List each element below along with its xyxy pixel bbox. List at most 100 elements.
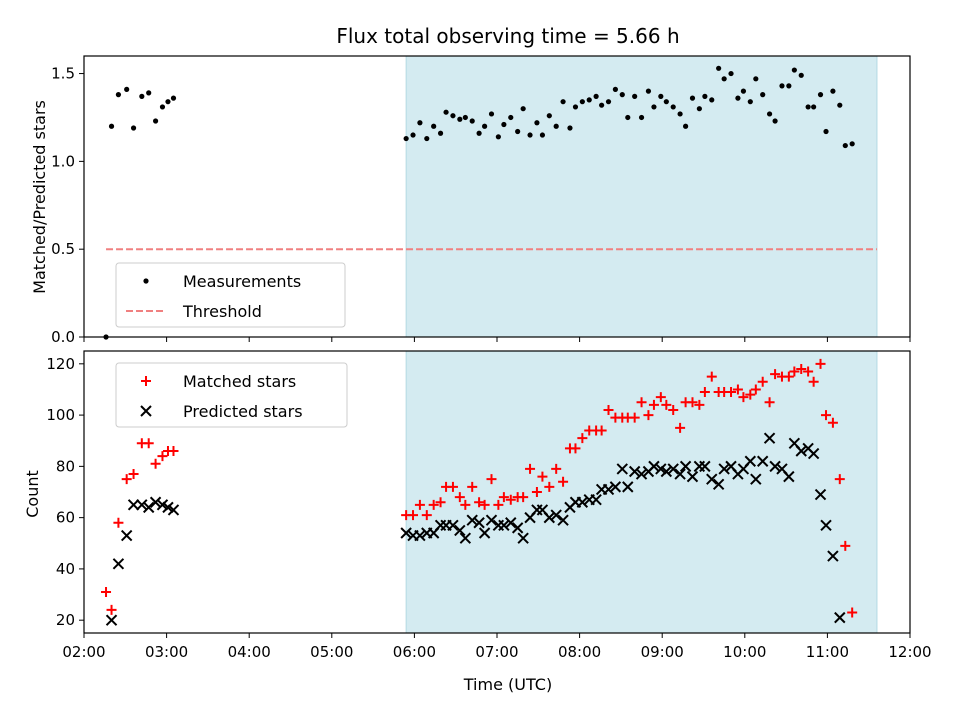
- top-panel: 0.0 0.5 1.0 1.5 Measurements Threshold: [51, 55, 911, 346]
- data-point: [593, 93, 599, 99]
- data-point: [498, 519, 510, 532]
- data-point: [400, 527, 412, 539]
- data-point: [473, 517, 485, 529]
- data-point: [466, 514, 478, 526]
- data-point: [544, 481, 555, 492]
- data-point: [760, 92, 766, 98]
- data-point: [750, 384, 761, 395]
- data-point: [706, 371, 717, 382]
- data-point: [643, 410, 654, 421]
- data-point: [612, 86, 618, 92]
- data-point: [408, 510, 419, 521]
- data-point: [706, 473, 718, 485]
- data-point: [766, 111, 773, 117]
- data-point: [645, 88, 652, 94]
- legend-marker: [143, 278, 149, 284]
- series-matched-stars: [101, 358, 858, 618]
- data-point: [488, 111, 495, 117]
- data-point: [128, 469, 139, 480]
- data-point: [757, 376, 768, 387]
- data-point: [712, 478, 725, 491]
- data-point: [467, 481, 478, 492]
- data-point: [629, 412, 640, 423]
- data-point: [120, 529, 133, 542]
- data-point: [108, 123, 115, 129]
- data-point: [414, 499, 425, 510]
- data-point: [106, 604, 117, 615]
- data-point: [478, 527, 491, 539]
- data-point: [159, 104, 166, 110]
- data-point: [403, 135, 409, 142]
- x-tick-label: 07:00: [475, 643, 518, 661]
- data-point: [651, 104, 657, 110]
- data-point: [476, 130, 482, 136]
- data-point: [702, 93, 708, 99]
- data-point: [628, 465, 641, 478]
- data-point: [807, 447, 820, 460]
- data-point: [699, 460, 711, 473]
- legend-box: [115, 362, 348, 428]
- data-point: [414, 529, 426, 542]
- data-point: [619, 92, 625, 98]
- data-point: [783, 470, 795, 483]
- data-point: [105, 614, 118, 626]
- data-point: [537, 471, 548, 482]
- data-point: [660, 465, 673, 478]
- data-point: [454, 492, 465, 503]
- y-tick-label: 0.5: [51, 240, 75, 258]
- data-point: [709, 97, 715, 103]
- data-point: [447, 519, 459, 532]
- data-point: [817, 92, 824, 98]
- data-point: [553, 123, 559, 129]
- data-point: [609, 481, 622, 493]
- data-point: [805, 104, 811, 110]
- data-point: [689, 95, 696, 101]
- data-point: [842, 142, 848, 149]
- bottom-panel: 20 40 60 80 100 120 02:00 03:00 04:00 05:00 06:00 0…: [46, 350, 932, 661]
- data-point: [165, 99, 171, 105]
- data-point: [696, 106, 702, 112]
- legend-label: Measurements: [183, 272, 301, 291]
- data-point: [590, 493, 602, 506]
- data-point: [849, 141, 855, 147]
- data-point: [795, 445, 807, 457]
- data-point: [738, 392, 749, 403]
- data-point: [579, 99, 585, 105]
- data-point: [674, 468, 686, 480]
- y-tick-label: 100: [46, 406, 75, 424]
- data-point: [763, 432, 776, 444]
- data-point: [803, 366, 814, 377]
- data-point: [551, 463, 562, 474]
- data-point: [750, 473, 762, 485]
- data-point: [534, 120, 540, 126]
- x-tick-label: 05:00: [310, 643, 353, 661]
- data-point: [827, 550, 839, 562]
- data-point: [501, 121, 507, 128]
- data-point: [635, 468, 648, 480]
- data-point: [570, 443, 581, 454]
- shaded-region: [405, 55, 878, 338]
- data-point: [837, 102, 843, 108]
- data-point: [772, 118, 778, 124]
- data-point: [170, 95, 177, 101]
- y-tick-label: 1.5: [51, 65, 75, 83]
- series-predicted-stars: [105, 432, 846, 626]
- data-point: [789, 366, 800, 377]
- data-point: [834, 611, 846, 624]
- data-point: [142, 501, 155, 514]
- data-point: [636, 397, 647, 408]
- data-point: [677, 111, 683, 117]
- data-point: [498, 492, 509, 503]
- data-point: [130, 125, 137, 131]
- data-point: [815, 358, 826, 369]
- data-point: [586, 97, 592, 103]
- data-point: [437, 130, 444, 136]
- x-axis-label: Time (UTC): [463, 675, 552, 694]
- data-point: [479, 499, 490, 510]
- data-point: [686, 470, 699, 483]
- data-point: [450, 113, 456, 119]
- data-point: [718, 463, 730, 475]
- data-point: [663, 99, 669, 105]
- bottom-y-axis-label: Count: [23, 470, 42, 518]
- data-point: [515, 128, 521, 135]
